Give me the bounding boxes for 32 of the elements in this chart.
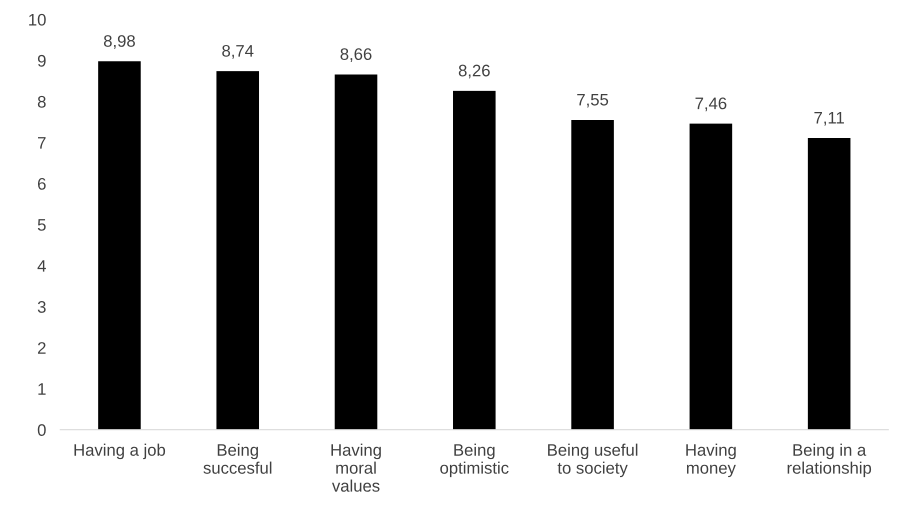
data-label: 8,74 (222, 44, 254, 59)
data-label: 8,98 (104, 35, 135, 49)
y-tick-label: 5 (38, 219, 46, 231)
x-tick-label: Having money (686, 444, 736, 478)
data-label: 8,66 (340, 48, 372, 62)
y-tick-label: 6 (38, 178, 46, 190)
y-tick-label: 8 (38, 96, 46, 108)
x-tick-label: Having a job (74, 444, 166, 460)
x-tick-label: Being optimistic (440, 444, 509, 478)
x-tick-label: Being useful to society (548, 444, 638, 478)
x-tick-label: Being in a relationship (788, 444, 872, 478)
y-tick-label: 4 (38, 260, 46, 272)
y-tick-label: 7 (38, 137, 46, 149)
bar (334, 74, 378, 430)
data-label: 8,26 (458, 64, 490, 78)
y-tick-label: 10 (29, 14, 46, 26)
y-tick-label: 2 (38, 342, 46, 354)
bar (808, 138, 850, 430)
y-tick-label: 1 (38, 383, 46, 395)
x-tick-label: Being succesful (203, 444, 272, 474)
bar (453, 90, 496, 430)
y-tick-label: 9 (38, 54, 46, 67)
y-tick-label: 3 (38, 301, 46, 313)
y-tick-label: 0 (38, 424, 46, 436)
data-label: 7,11 (814, 112, 844, 126)
data-label: 7,46 (696, 97, 726, 112)
x-tick-label: Having moral values (331, 444, 381, 492)
bar (216, 71, 260, 430)
bar (690, 124, 732, 430)
bar (98, 61, 141, 430)
data-label: 7,55 (577, 94, 608, 108)
bar (571, 120, 614, 430)
